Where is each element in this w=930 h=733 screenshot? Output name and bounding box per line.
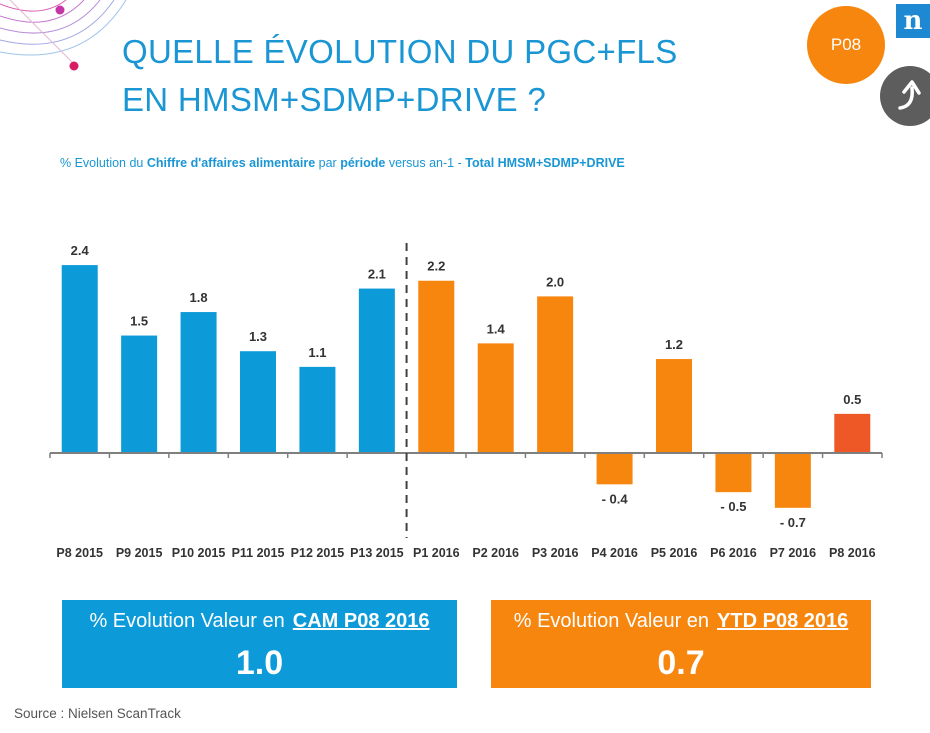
x-tick-label: P2 2016 bbox=[472, 546, 519, 560]
bar-value-label: 1.2 bbox=[665, 337, 683, 352]
bar-chart: 2.4 P8 2015 1.5 P9 2015 1.8 P10 2015 1.3 P11 20… bbox=[49, 243, 883, 560]
subtitle-text: par bbox=[315, 156, 341, 170]
decorative-dot bbox=[55, 5, 65, 15]
bar bbox=[180, 312, 217, 453]
bar-value-label: 1.8 bbox=[190, 290, 208, 305]
x-tick-label: P9 2015 bbox=[116, 546, 163, 560]
bar-value-label: 2.4 bbox=[71, 243, 90, 258]
subtitle-text: % Evolution du bbox=[60, 156, 147, 170]
x-tick-label: P1 2016 bbox=[413, 546, 460, 560]
bar bbox=[240, 351, 276, 453]
bar bbox=[596, 453, 633, 485]
bar-value-label: 1.5 bbox=[130, 314, 148, 329]
x-tick-label: P4 2016 bbox=[591, 546, 638, 560]
bar bbox=[121, 335, 158, 453]
subtitle-text-bold: période bbox=[340, 156, 386, 170]
ytd-summary-value: 0.7 bbox=[657, 644, 705, 682]
bar bbox=[537, 296, 574, 453]
page-title: QUELLE ÉVOLUTION DU PGC+FLS EN HMSM+SDMP… bbox=[122, 28, 678, 124]
x-tick-label: P10 2015 bbox=[172, 546, 226, 560]
bar bbox=[61, 265, 98, 453]
decorative-arcs bbox=[0, 0, 127, 71]
ytd-summary-box: % Evolution Valeur en YTD P08 2016 0.7 bbox=[491, 600, 871, 688]
bar-value-label: - 0.7 bbox=[780, 515, 806, 530]
x-tick-label: P12 2015 bbox=[291, 546, 345, 560]
subtitle-text: versus an-1 - bbox=[385, 156, 466, 170]
title-line-2: EN HMSM+SDMP+DRIVE ? bbox=[122, 81, 547, 118]
bar bbox=[477, 343, 514, 453]
x-tick-label: P8 2015 bbox=[56, 546, 103, 560]
source-note: Source : Nielsen ScanTrack bbox=[14, 706, 181, 721]
x-tick-label: P13 2015 bbox=[350, 546, 404, 560]
x-tick-label: P11 2015 bbox=[232, 546, 285, 560]
cam-summary-label: % Evolution Valeur en CAM P08 2016 bbox=[62, 610, 457, 633]
ytd-summary-label: % Evolution Valeur en YTD P08 2016 bbox=[491, 610, 871, 633]
x-tick-label: P6 2016 bbox=[710, 546, 757, 560]
cam-label-text: % Evolution Valeur en bbox=[89, 610, 285, 632]
nielsen-logo: n bbox=[896, 4, 930, 38]
ytd-label-text: % Evolution Valeur en bbox=[513, 610, 710, 632]
bar-value-label: 1.4 bbox=[487, 321, 506, 336]
return-button[interactable] bbox=[880, 66, 930, 126]
cam-period-text: CAM P08 2016 bbox=[292, 610, 430, 632]
title-line-1: QUELLE ÉVOLUTION DU PGC+FLS bbox=[122, 33, 678, 70]
period-badge: P08 bbox=[807, 6, 885, 84]
bar bbox=[715, 453, 752, 493]
x-tick-label: P8 2016 bbox=[829, 546, 876, 560]
bar-value-label: 2.0 bbox=[546, 274, 564, 289]
bar bbox=[418, 280, 455, 453]
x-tick-label: P7 2016 bbox=[770, 546, 817, 560]
decorative-dot bbox=[69, 61, 79, 71]
subtitle-text-bold: Total HMSM+SDMP+DRIVE bbox=[465, 156, 625, 170]
bar-value-label: - 0.5 bbox=[720, 499, 746, 514]
bar bbox=[774, 453, 811, 508]
bar-value-label: - 0.4 bbox=[602, 491, 629, 506]
bar bbox=[656, 359, 692, 453]
bar-value-label: 2.2 bbox=[427, 259, 445, 274]
bar-value-label: 0.5 bbox=[843, 392, 861, 407]
chart-subtitle: % Evolution du Chiffre d'affaires alimen… bbox=[60, 156, 625, 170]
x-tick-label: P5 2016 bbox=[651, 546, 698, 560]
bar bbox=[299, 366, 336, 453]
cam-summary-box: % Evolution Valeur en CAM P08 2016 1.0 bbox=[62, 600, 457, 688]
bar-value-label: 1.3 bbox=[249, 329, 267, 344]
bar bbox=[358, 288, 395, 453]
bar-value-label: 2.1 bbox=[368, 267, 386, 282]
x-tick-label: P3 2016 bbox=[532, 546, 579, 560]
return-arrow-icon bbox=[898, 80, 921, 110]
bar-value-label: 1.1 bbox=[308, 345, 326, 360]
cam-summary-value: 1.0 bbox=[235, 644, 284, 682]
subtitle-text-bold: Chiffre d'affaires alimentaire bbox=[146, 156, 316, 170]
bar bbox=[834, 413, 871, 453]
ytd-period-text: YTD P08 2016 bbox=[717, 610, 849, 632]
